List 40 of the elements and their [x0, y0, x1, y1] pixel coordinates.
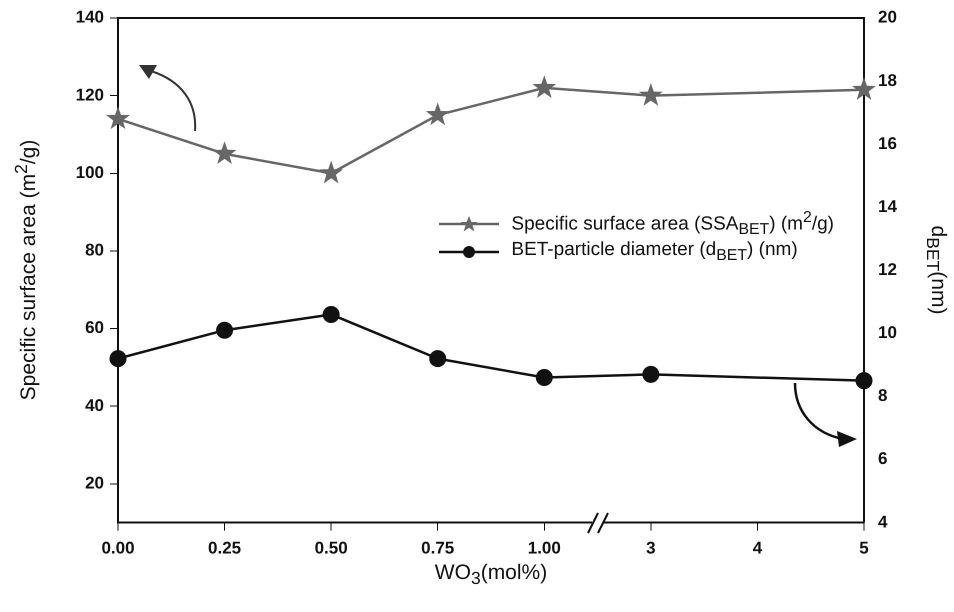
y2-tick-label: 4 — [878, 512, 888, 532]
y-tick-label: 140 — [76, 8, 104, 27]
point — [319, 160, 344, 184]
x-tick-label: 0.50 — [314, 538, 348, 558]
y2-tick-label: 10 — [878, 323, 897, 342]
point — [110, 350, 126, 368]
point — [216, 322, 234, 339]
y2-tick-label: 8 — [878, 386, 888, 406]
x-tick-label: 0.75 — [421, 538, 454, 558]
legend-label: BET-particle diameter (d$_{BET}$) (nm) — [511, 239, 798, 266]
point — [426, 102, 450, 126]
x-tick-label: 1.00 — [528, 538, 561, 558]
y2-tick-label: 16 — [878, 134, 897, 153]
point — [638, 83, 663, 106]
x-tick-label: 5 — [859, 538, 869, 558]
y-tick-label: 100 — [76, 162, 104, 182]
y-tick-label: 40 — [85, 396, 104, 415]
point — [856, 372, 872, 390]
x-tick-label: 4 — [752, 538, 763, 558]
y-tick-label: 60 — [85, 318, 104, 338]
x-tick-label: 3 — [646, 538, 656, 558]
point — [642, 366, 660, 383]
y2-tick-label: 14 — [878, 196, 898, 216]
point — [852, 77, 876, 100]
y2-tick-label: 20 — [878, 8, 897, 27]
point — [532, 75, 556, 98]
y-tick-label: 120 — [76, 85, 104, 104]
y-tick-label: 80 — [85, 240, 104, 260]
x-axis-title: WO$_{3}$(mol%) — [434, 560, 548, 589]
point — [322, 306, 340, 323]
y2-tick-label: 18 — [878, 70, 897, 90]
x-tick-label: 0.00 — [101, 538, 135, 558]
y2-tick-label: 6 — [878, 449, 888, 468]
y2-tick-label: 12 — [878, 260, 897, 279]
y-tick-label: 20 — [85, 473, 104, 492]
x-tick-label: 0.25 — [208, 538, 242, 558]
legend-label: Specific surface area (SSA$_{BET}$) (m$^{2}$/g) — [511, 209, 834, 240]
point — [536, 369, 553, 386]
point — [429, 350, 446, 368]
point — [106, 106, 130, 130]
